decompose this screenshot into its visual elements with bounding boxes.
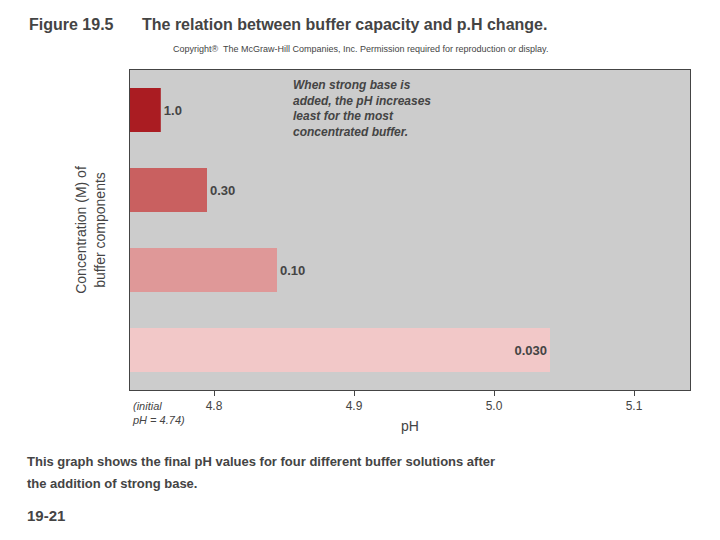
svg-text:pH: pH: [401, 418, 419, 434]
svg-text:19-21: 19-21: [27, 507, 65, 524]
svg-text:The relation between buffer ca: The relation between buffer capacity and…: [142, 16, 547, 33]
svg-text:0.10: 0.10: [280, 263, 305, 278]
svg-text:This graph shows the final pH: This graph shows the final pH values for…: [27, 454, 495, 469]
svg-text:5.1: 5.1: [626, 399, 643, 413]
svg-text:the addition of strong base.: the addition of strong base.: [27, 476, 197, 491]
svg-text:0.030: 0.030: [514, 343, 547, 358]
svg-text:4.9: 4.9: [346, 399, 363, 413]
svg-text:Copyright® The McGraw-Hill Co: Copyright® The McGraw-Hill Companies, In…: [173, 44, 548, 54]
svg-text:Concentration (M) ofbuffer com: Concentration (M) ofbuffer components: [73, 166, 107, 294]
svg-text:1.0: 1.0: [164, 103, 182, 118]
svg-text:(initialpH = 4.74): (initialpH = 4.74): [132, 400, 185, 426]
svg-text:0.30: 0.30: [210, 183, 235, 198]
svg-text:4.8: 4.8: [206, 399, 223, 413]
svg-text:5.0: 5.0: [486, 399, 503, 413]
svg-text:When strong base isadded, the: When strong base isadded, the pH increas…: [293, 78, 431, 139]
svg-text:Figure 19.5: Figure 19.5: [29, 16, 114, 33]
